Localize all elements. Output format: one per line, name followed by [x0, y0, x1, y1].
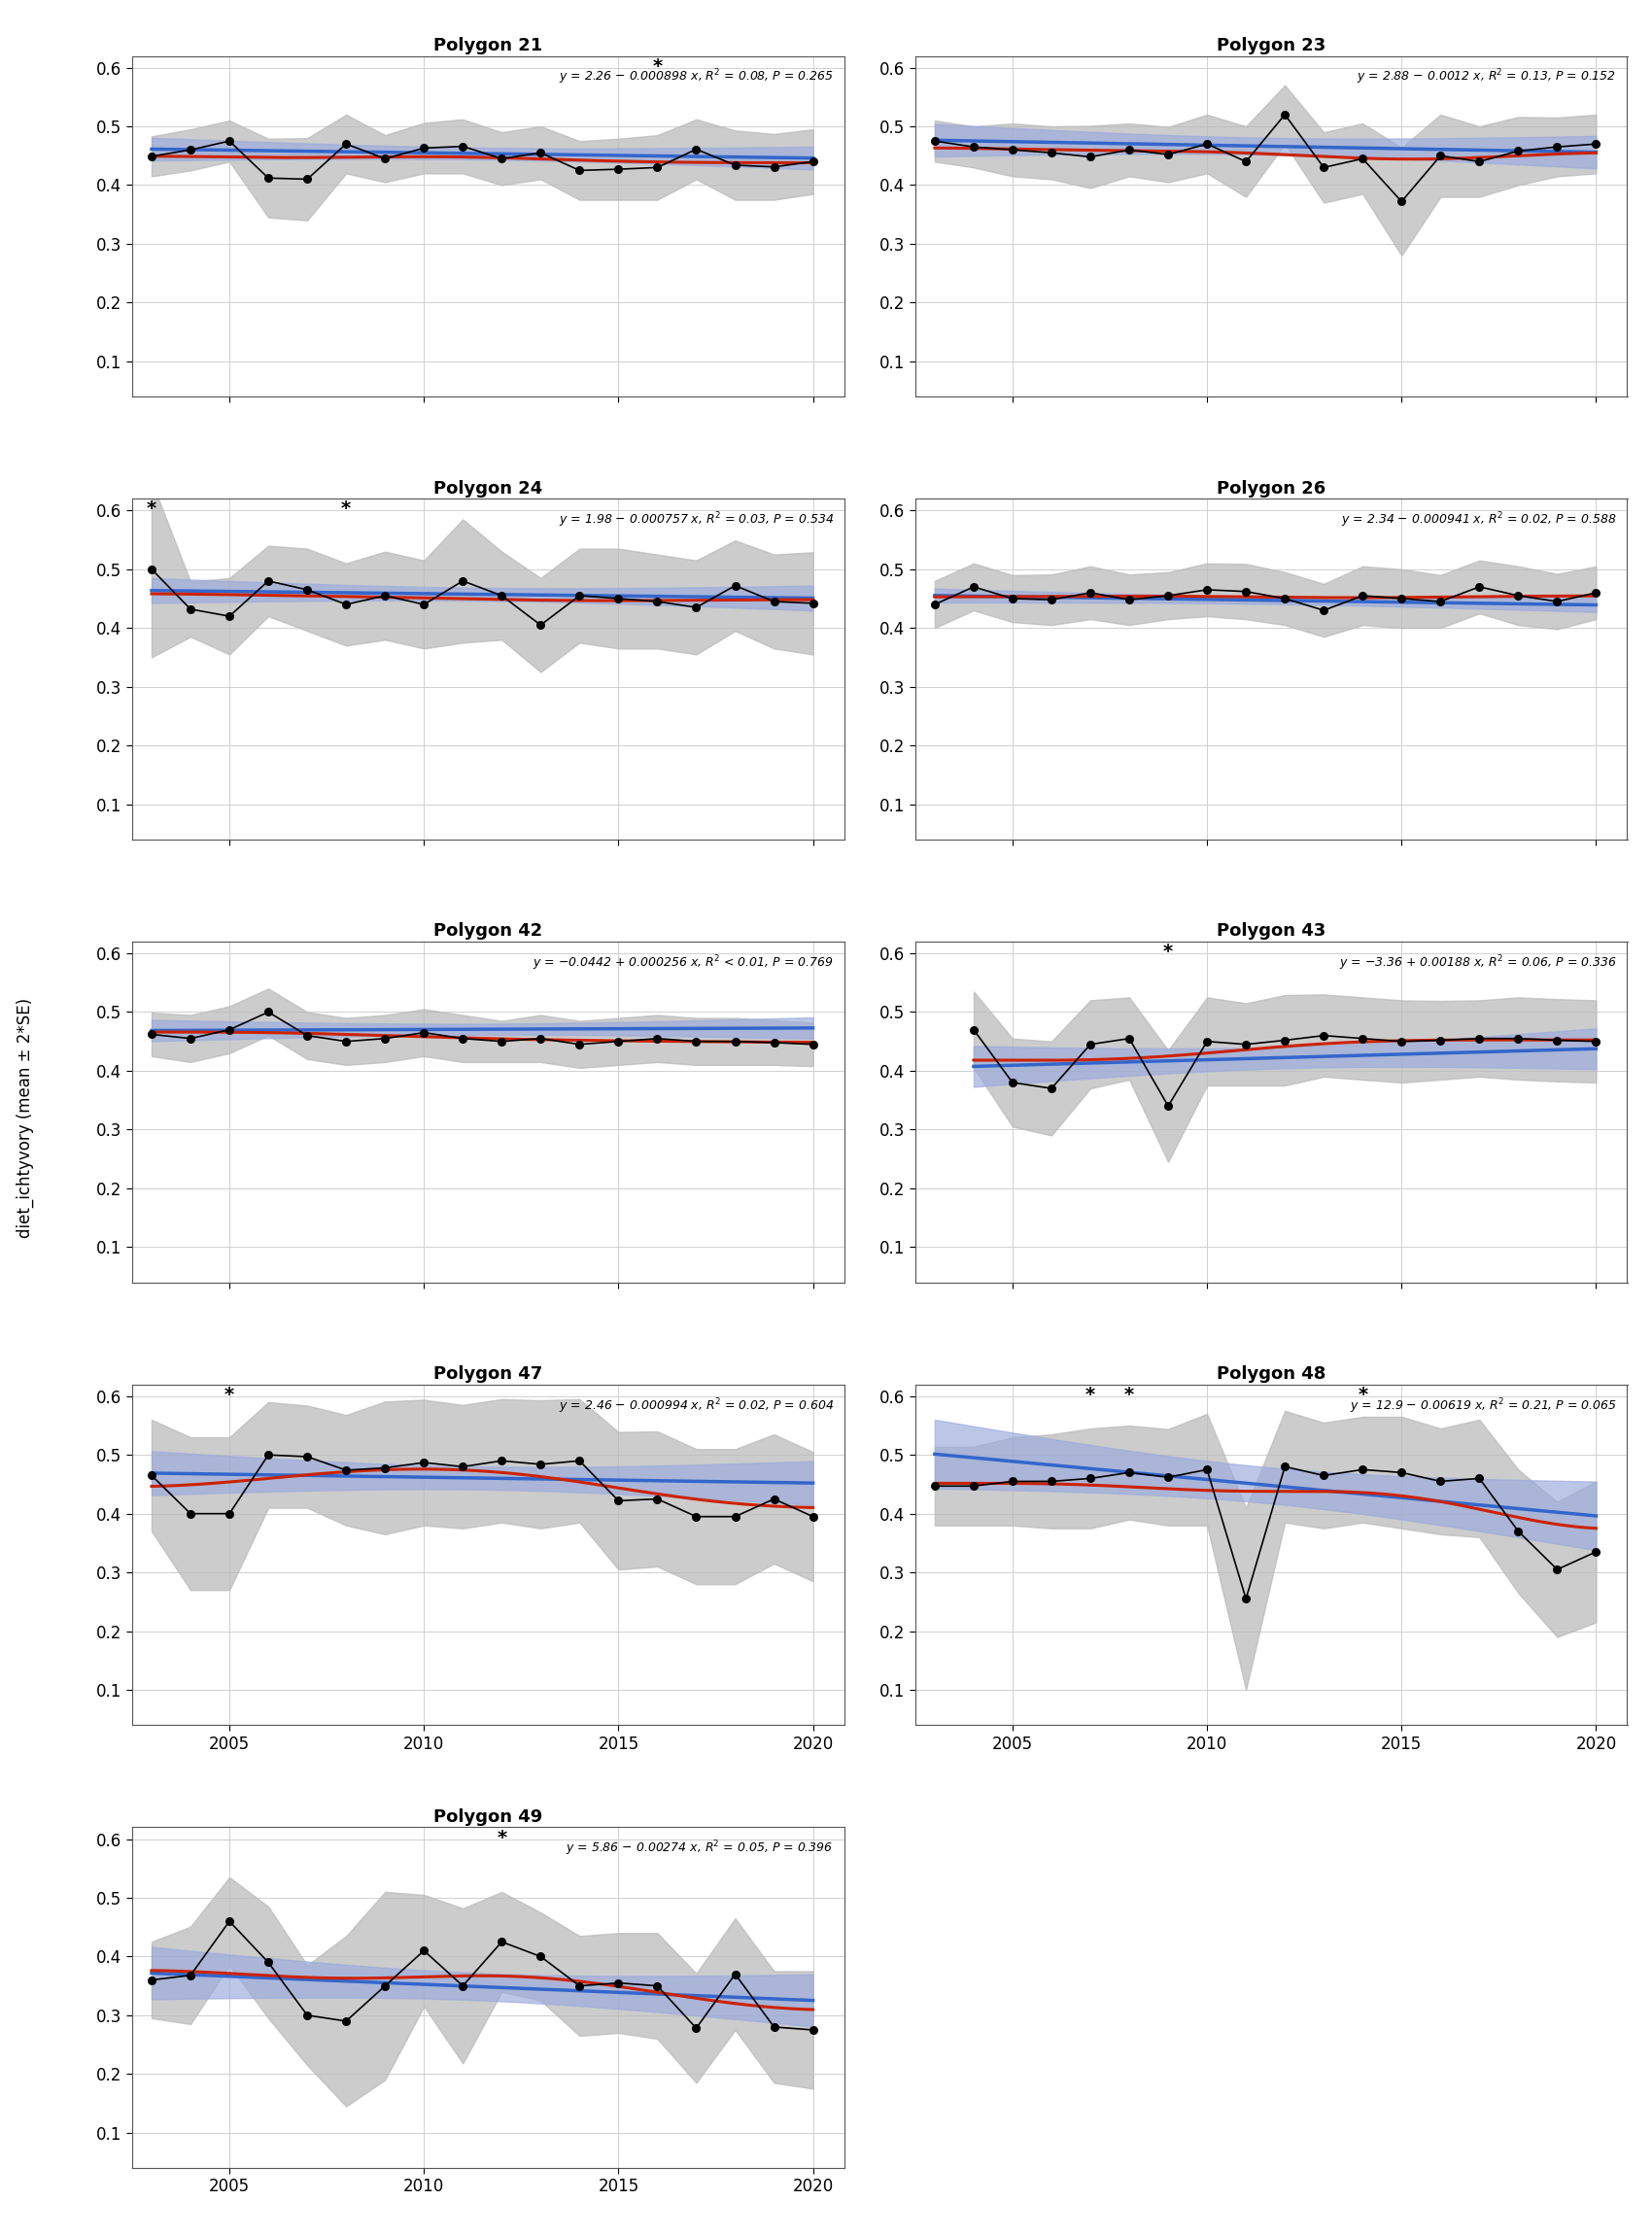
Text: diet_ichtyvory (mean ± 2*SE): diet_ichtyvory (mean ± 2*SE)	[17, 997, 33, 1238]
Title: Polygon 48: Polygon 48	[1216, 1366, 1327, 1383]
Text: *: *	[497, 1828, 507, 1846]
Text: y = $-$3.36 + 0.00188 x, R$^2$ = 0.06, P = 0.336: y = $-$3.36 + 0.00188 x, R$^2$ = 0.06, P…	[1338, 954, 1617, 972]
Text: y = 12.9 $-$ 0.00619 x, R$^2$ = 0.21, P = 0.065: y = 12.9 $-$ 0.00619 x, R$^2$ = 0.21, P …	[1350, 1397, 1617, 1415]
Title: Polygon 21: Polygon 21	[433, 36, 542, 54]
Text: *: *	[1125, 1386, 1135, 1404]
Text: *: *	[147, 501, 157, 519]
Text: *: *	[342, 501, 350, 519]
Text: y = 2.46 $-$ 0.000994 x, R$^2$ = 0.02, P = 0.604: y = 2.46 $-$ 0.000994 x, R$^2$ = 0.02, P…	[558, 1397, 833, 1415]
Text: *: *	[225, 1386, 235, 1404]
Title: Polygon 23: Polygon 23	[1218, 36, 1327, 54]
Text: y = $-$0.0442 + 0.000256 x, R$^2$ < 0.01, P = 0.769: y = $-$0.0442 + 0.000256 x, R$^2$ < 0.01…	[532, 954, 833, 972]
Title: Polygon 43: Polygon 43	[1218, 923, 1327, 941]
Title: Polygon 26: Polygon 26	[1218, 481, 1327, 496]
Text: y = 1.98 $-$ 0.000757 x, R$^2$ = 0.03, P = 0.534: y = 1.98 $-$ 0.000757 x, R$^2$ = 0.03, P…	[558, 510, 833, 530]
Text: *: *	[1358, 1386, 1368, 1404]
Title: Polygon 47: Polygon 47	[433, 1366, 542, 1383]
Text: y = 2.26 $-$ 0.000898 x, R$^2$ = 0.08, P = 0.265: y = 2.26 $-$ 0.000898 x, R$^2$ = 0.08, P…	[558, 67, 833, 87]
Text: *: *	[653, 56, 662, 76]
Text: *: *	[1163, 943, 1173, 961]
Title: Polygon 24: Polygon 24	[433, 481, 542, 496]
Title: Polygon 49: Polygon 49	[433, 1808, 542, 1826]
Title: Polygon 42: Polygon 42	[433, 923, 542, 941]
Text: y = 2.34 $-$ 0.000941 x, R$^2$ = 0.02, P = 0.588: y = 2.34 $-$ 0.000941 x, R$^2$ = 0.02, P…	[1341, 510, 1617, 530]
Text: *: *	[1085, 1386, 1095, 1404]
Text: y = 5.86 $-$ 0.00274 x, R$^2$ = 0.05, P = 0.396: y = 5.86 $-$ 0.00274 x, R$^2$ = 0.05, P …	[567, 1839, 833, 1857]
Text: y = 2.88 $-$ 0.0012 x, R$^2$ = 0.13, P = 0.152: y = 2.88 $-$ 0.0012 x, R$^2$ = 0.13, P =…	[1356, 67, 1617, 87]
